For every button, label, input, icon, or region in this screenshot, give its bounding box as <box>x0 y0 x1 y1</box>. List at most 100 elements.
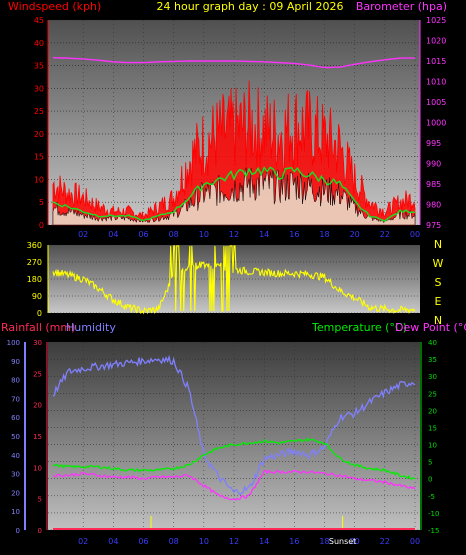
temp-tick-label: -5 <box>428 493 435 501</box>
baro-tick-label: 990 <box>426 160 441 169</box>
humidity-tick-label: 0 <box>16 527 20 535</box>
temp-tick-label: -15 <box>428 527 439 535</box>
baro-tick-label: 1025 <box>426 16 446 25</box>
wind-tick-label: 10 <box>34 175 44 184</box>
wind-tick-label: 0 <box>39 221 44 230</box>
wind-tick-label: 30 <box>34 84 44 93</box>
rain-tick-label: 20 <box>33 402 42 410</box>
temp-tick-label: 40 <box>428 339 437 347</box>
humidity-tick-label: 80 <box>11 377 20 385</box>
temp-tick-label: 25 <box>428 390 437 398</box>
rain-tick-label: 5 <box>38 496 42 504</box>
humidity-axis-title: Humidity <box>66 321 116 334</box>
wind-hour-label: 16 <box>289 230 299 239</box>
series-temperature <box>52 437 416 480</box>
temp-tick-label: 5 <box>428 459 432 467</box>
rain-tick-label: 10 <box>33 464 42 472</box>
rainfall-axis-title: Rainfall (mm) <box>1 321 75 334</box>
temp-tick-label: -10 <box>428 510 439 518</box>
dir-tick-label: 270 <box>27 258 42 267</box>
baro-tick-label: 1005 <box>426 98 446 107</box>
humidity-tick-label: 70 <box>11 395 20 403</box>
series-windspeed <box>52 166 416 222</box>
temp-hour-label: 10 <box>199 537 209 546</box>
dir-tick-label: 360 <box>27 241 42 250</box>
wind-hour-label: 08 <box>169 230 179 239</box>
dir-tick-label: 0 <box>37 309 42 318</box>
compass-label: N <box>434 238 442 251</box>
rain-tick-label: 0 <box>38 527 42 535</box>
humidity-tick-label: 50 <box>11 433 20 441</box>
temp-hour-label: 02 <box>78 537 88 546</box>
temp-tick-label: 15 <box>428 424 437 432</box>
temp-tick-label: 30 <box>428 373 437 381</box>
series-barometer <box>52 57 415 69</box>
humidity-tick-label: 90 <box>11 358 20 366</box>
humidity-tick-label: 100 <box>7 339 20 347</box>
wind-tick-label: 15 <box>34 153 44 162</box>
compass-label: W <box>433 257 444 270</box>
temp-hour-label: 06 <box>138 537 148 546</box>
temp-hour-label: 14 <box>259 537 269 546</box>
temp-tick-label: 10 <box>428 442 437 450</box>
series-dewpoint <box>52 469 416 501</box>
barometer-axis-title: Barometer (hpa) <box>356 0 447 13</box>
baro-tick-label: 975 <box>426 221 441 230</box>
compass-label: N <box>434 314 442 327</box>
temp-hour-label: 12 <box>229 537 239 546</box>
graph-title: 24 hour graph day : 09 April 2026 <box>157 0 344 13</box>
chart-marks: 0510152025303540459759809859909951000100… <box>7 16 447 546</box>
wind-tick-label: 5 <box>39 198 44 207</box>
wind-hour-label: 06 <box>138 230 148 239</box>
baro-tick-label: 1015 <box>426 57 446 66</box>
wind-tick-label: 45 <box>34 16 44 25</box>
series-gust <box>52 80 416 226</box>
wind-tick-label: 20 <box>34 130 44 139</box>
wind-hour-label: 04 <box>108 230 118 239</box>
temp-tick-label: 0 <box>428 476 432 484</box>
wind-tick-label: 40 <box>34 39 44 48</box>
dir-tick-label: 180 <box>27 275 42 284</box>
baro-tick-label: 1020 <box>426 37 446 46</box>
wind-tick-label: 35 <box>34 62 44 71</box>
temp-hour-label: 16 <box>289 537 299 546</box>
wind-hour-label: 10 <box>199 230 209 239</box>
rain-tick-label: 25 <box>33 370 42 378</box>
humidity-tick-label: 60 <box>11 414 20 422</box>
series-humidity <box>52 354 416 496</box>
temp-hour-label: 04 <box>108 537 118 546</box>
humidity-tick-label: 40 <box>11 452 20 460</box>
temp-hour-label: 00 <box>410 537 420 546</box>
temp-hour-label: 22 <box>380 537 390 546</box>
temp-hour-label: 18 <box>319 537 329 546</box>
temperature-axis-title: Temperature (°C) <box>311 321 407 334</box>
humidity-tick-label: 20 <box>11 489 20 497</box>
dir-tick-label: 90 <box>32 292 42 301</box>
compass-label: E <box>435 295 442 308</box>
baro-tick-label: 985 <box>426 180 441 189</box>
humidity-tick-label: 30 <box>11 471 20 479</box>
rain-tick-label: 15 <box>33 433 42 441</box>
rain-tick-label: 30 <box>33 339 42 347</box>
wind-hour-label: 00 <box>410 230 420 239</box>
series-direction <box>52 245 416 315</box>
wind-hour-label: 20 <box>350 230 360 239</box>
wind-tick-label: 25 <box>34 107 44 116</box>
wind-hour-label: 12 <box>229 230 239 239</box>
baro-tick-label: 995 <box>426 139 441 148</box>
baro-tick-label: 980 <box>426 201 441 210</box>
wind-hour-label: 02 <box>78 230 88 239</box>
wind-hour-label: 14 <box>259 230 269 239</box>
baro-tick-label: 1010 <box>426 78 446 87</box>
wind-hour-label: 22 <box>380 230 390 239</box>
windspeed-axis-title: Windspeed (kph) <box>8 0 101 13</box>
temp-hour-label: 20 <box>350 537 360 546</box>
wind-hour-label: 18 <box>319 230 329 239</box>
temp-hour-label: 08 <box>169 537 179 546</box>
baro-tick-label: 1000 <box>426 119 446 128</box>
temp-tick-label: 20 <box>428 407 437 415</box>
temp-tick-label: 35 <box>428 356 437 364</box>
humidity-tick-label: 10 <box>11 508 20 516</box>
sunset-label: Sunset <box>329 537 356 546</box>
